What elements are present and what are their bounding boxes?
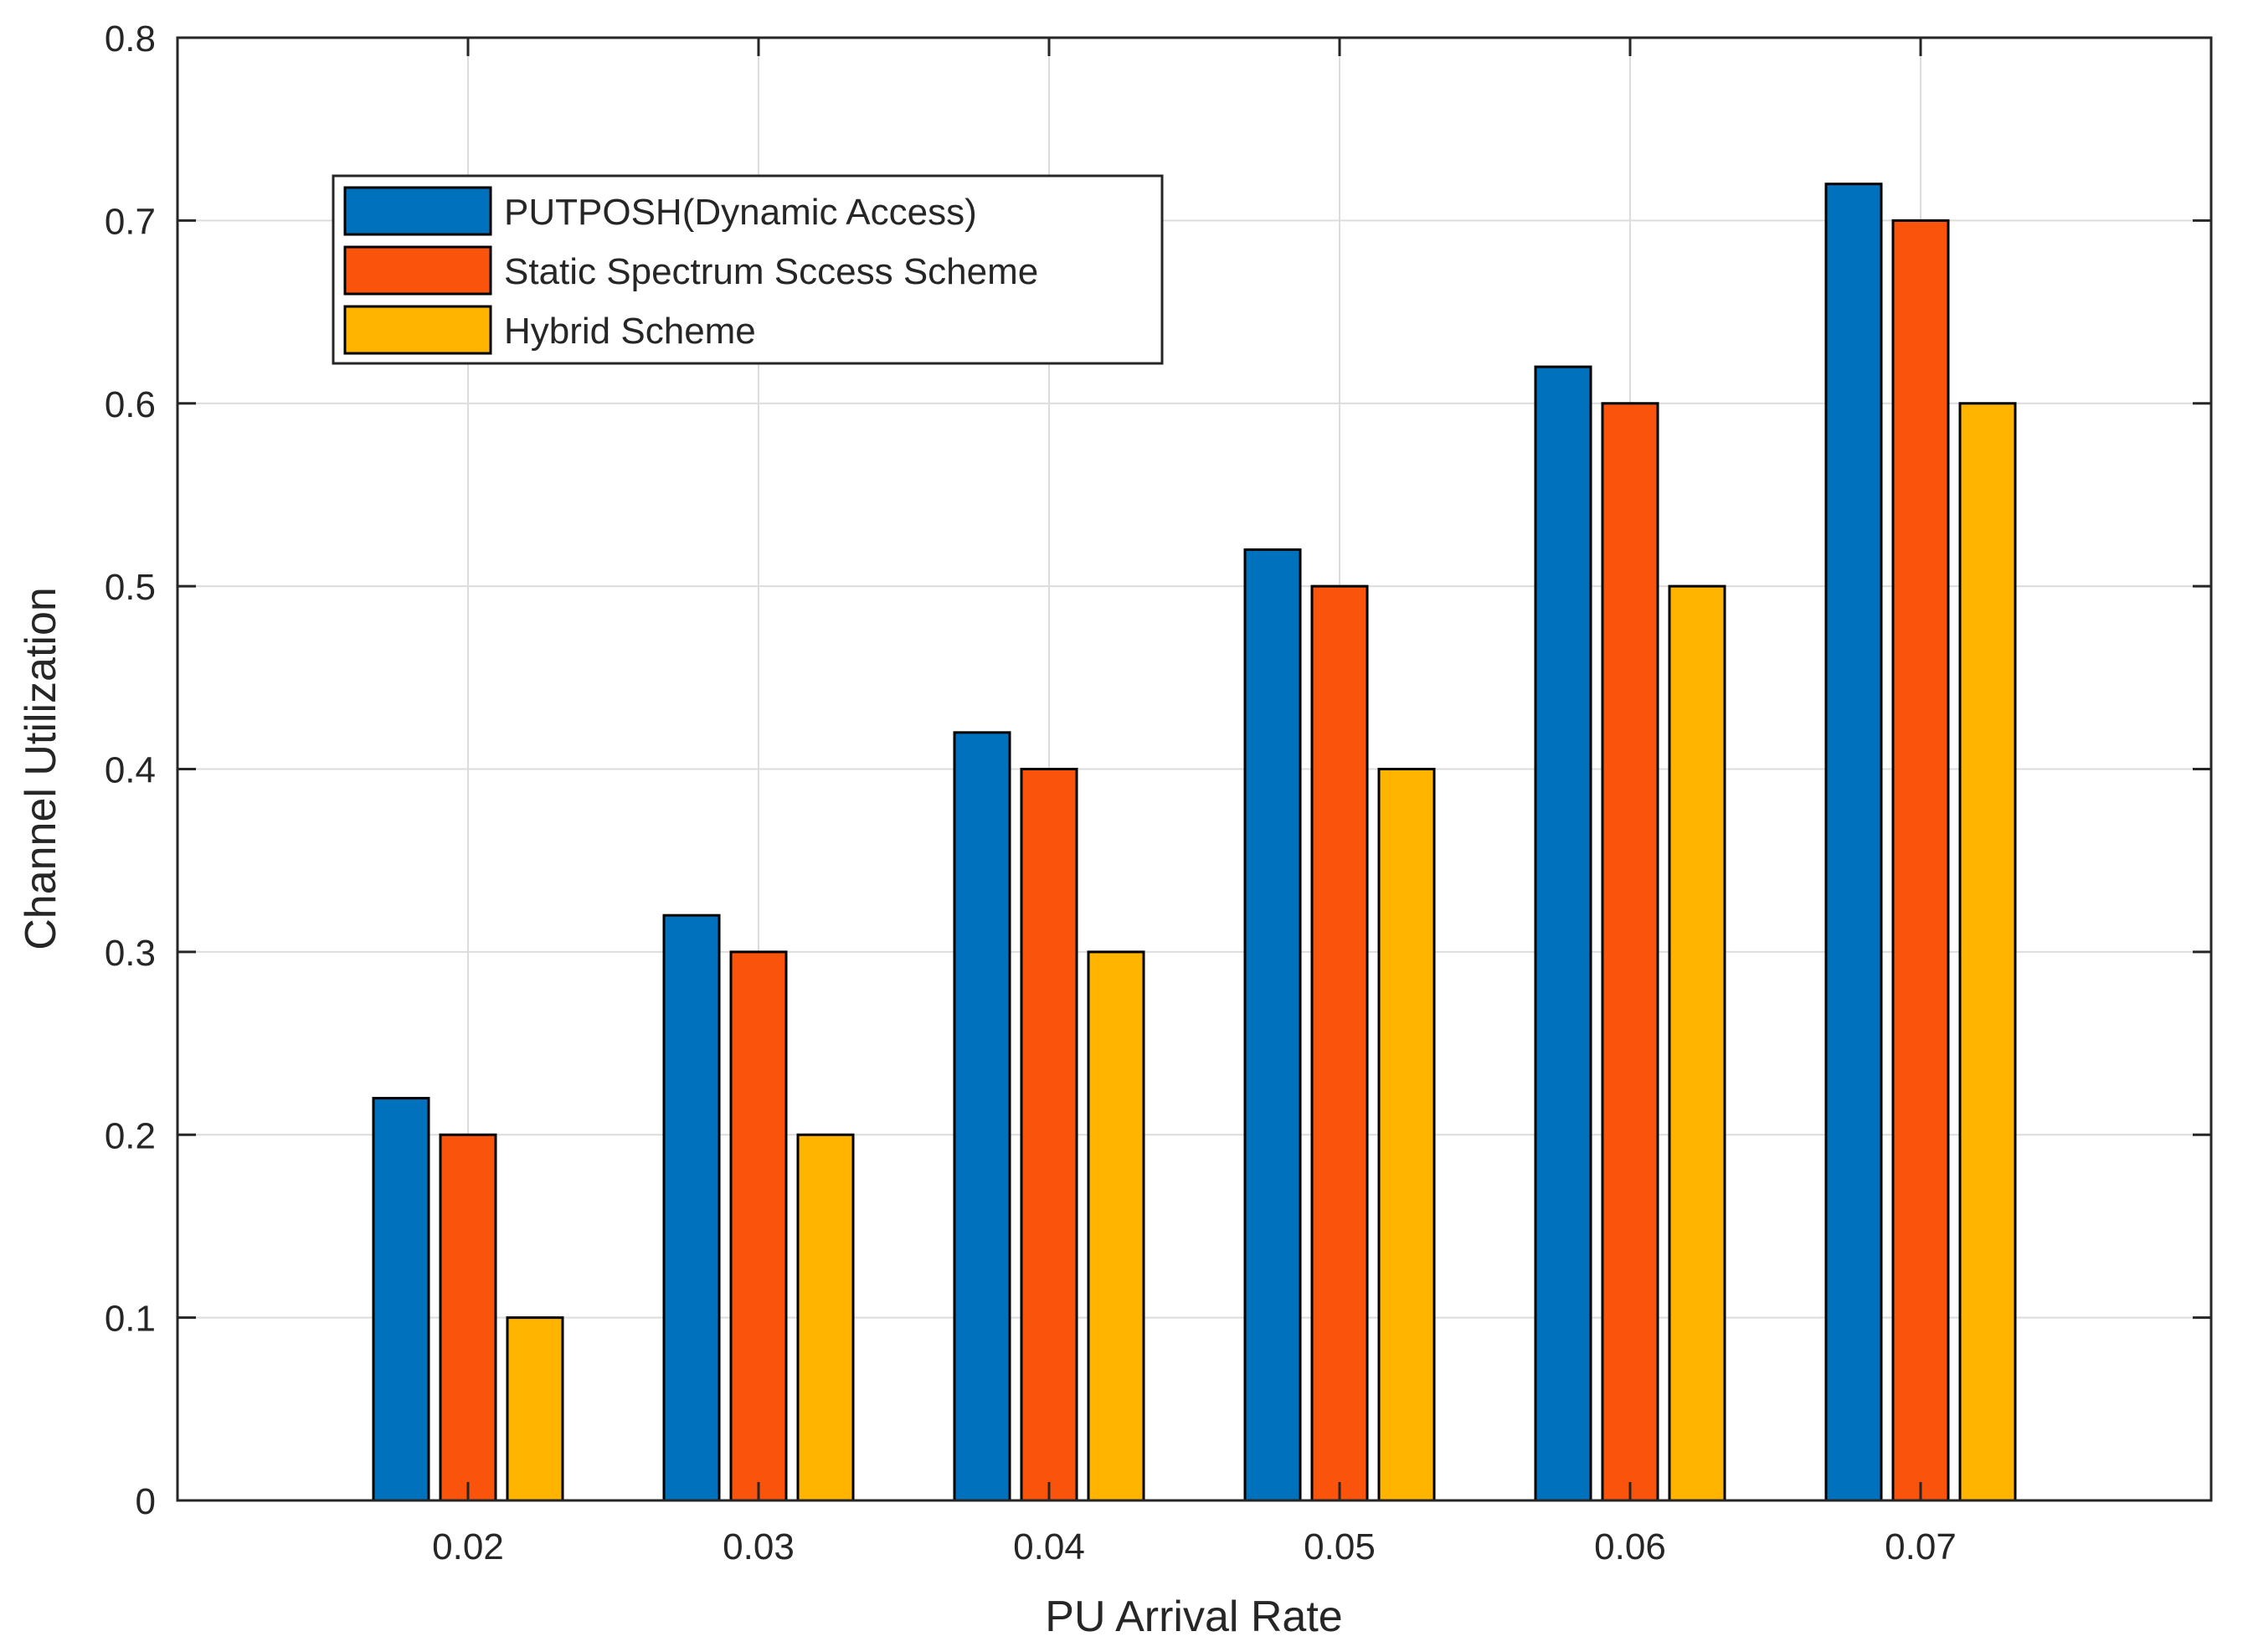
bar-series-2-0.03 (729, 950, 788, 1502)
y-tick-label: 0.4 (105, 750, 156, 791)
y-tick-label: 0.3 (105, 933, 156, 974)
bar-series-3-0.06 (1668, 584, 1726, 1502)
bar-series-1-0.03 (662, 913, 721, 1502)
legend-label-3: Hybrid Scheme (504, 311, 756, 352)
bar-series-2-0.04 (1020, 768, 1078, 1502)
bar-series-3-0.05 (1377, 768, 1436, 1502)
bar-series-1-0.04 (953, 731, 1011, 1502)
y-tick-label: 0.7 (105, 201, 156, 242)
x-tick-label: 0.04 (1013, 1526, 1085, 1567)
bar-series-3-0.04 (1087, 950, 1145, 1502)
x-tick-label: 0.02 (432, 1526, 504, 1567)
y-tick-label: 0.2 (105, 1115, 156, 1156)
bars (372, 183, 2017, 1502)
x-tick-label: 0.07 (1885, 1526, 1957, 1567)
legend: PUTPOSH(Dynamic Access) Static Spectrum S… (332, 174, 1164, 365)
legend-swatch-2 (343, 245, 492, 296)
bar-series-2-0.02 (439, 1133, 497, 1502)
x-axis-ticks: 0.02 0.03 0.04 0.05 0.06 0.07 (432, 38, 1957, 1567)
x-tick-label: 0.06 (1594, 1526, 1666, 1567)
bar-series-1-0.06 (1534, 365, 1592, 1502)
x-axis-label: PU Arrival Rate (1045, 1593, 1342, 1641)
bar-series-2-0.05 (1310, 584, 1369, 1502)
bar-series-1-0.07 (1824, 183, 1883, 1502)
legend-swatch-3 (343, 305, 492, 355)
bar-series-3-0.07 (1958, 402, 2017, 1502)
bar-series-1-0.05 (1243, 548, 1302, 1502)
bar-series-1-0.02 (372, 1097, 430, 1502)
bar-series-2-0.07 (1891, 219, 1950, 1502)
y-tick-label: 0.8 (105, 18, 156, 59)
bar-series-2-0.06 (1601, 402, 1659, 1502)
y-tick-label: 0.1 (105, 1299, 156, 1340)
y-tick-label: 0 (136, 1481, 156, 1522)
legend-label-1: PUTPOSH(Dynamic Access) (504, 192, 977, 233)
legend-swatch-1 (343, 186, 492, 236)
x-tick-label: 0.03 (723, 1526, 795, 1567)
legend-label-2: Static Spectrum Sccess Scheme (504, 251, 1038, 292)
y-axis-ticks: 0 0.1 0.2 0.3 0.4 0.5 0.6 0.7 0.8 (105, 18, 2211, 1522)
x-tick-label: 0.05 (1304, 1526, 1376, 1567)
bar-series-3-0.02 (506, 1316, 564, 1502)
y-tick-label: 0.6 (105, 384, 156, 425)
y-axis-label: Channel Utilization (17, 587, 65, 950)
y-tick-label: 0.5 (105, 567, 156, 608)
bar-series-3-0.03 (796, 1133, 855, 1502)
